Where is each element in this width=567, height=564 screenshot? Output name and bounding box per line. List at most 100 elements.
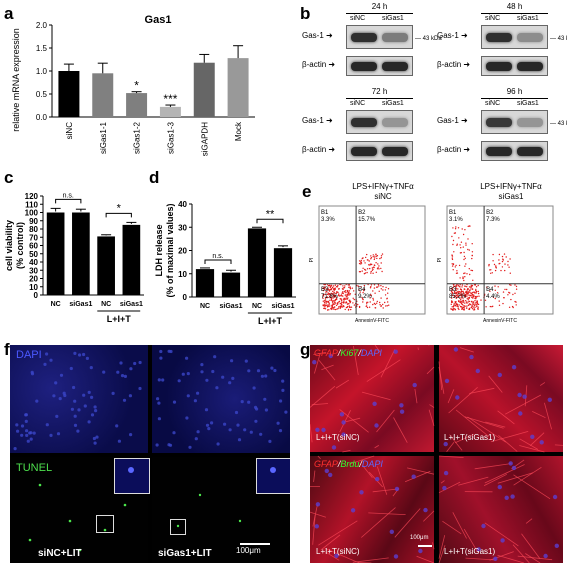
micro-g: GFAP/Ki67/DAPI GFAP/Brdu/DAPI L+I+T(siNC… [310,345,563,563]
x-tick-label: siGas1-1 [99,121,108,154]
gfap-fiber [485,421,506,428]
flow-event [466,298,468,300]
comparison-label: * [117,202,122,214]
dapi-nucleus [129,433,133,437]
flow-event [451,263,453,265]
flow-event [384,294,387,296]
dapi-nucleus [159,356,163,360]
dapi-nucleus [518,411,523,416]
flow-event [472,279,474,281]
flow-event [324,307,326,310]
dapi-nucleus [73,351,77,355]
gfap-fiber [554,444,563,446]
time-bracket [346,98,413,99]
flow-event [369,301,371,303]
flow-event [508,291,510,294]
dapi-nucleus [270,366,274,370]
gfap-fiber [484,464,525,484]
flow-event [330,305,332,307]
panel-label-d: d [149,168,160,187]
y-tick-label: 110 [25,200,38,209]
gfap-fiber [404,470,431,483]
gfap-fiber [521,533,541,559]
dapi-nucleus [255,407,259,411]
flow-event [370,258,372,260]
flow-event [386,305,388,307]
flow-event [464,229,466,231]
flow-event [380,257,382,259]
dapi-nucleus [111,391,115,395]
dapi-nucleus [350,508,356,513]
flow-event [498,259,500,261]
blot-band [517,118,543,127]
flow-event [338,293,340,295]
gfap-fiber [474,463,512,470]
lane-label: siNC [350,100,366,107]
lane-label: siNC [485,15,501,22]
dapi-nucleus [138,360,142,365]
g-bottom-right-image [439,456,563,563]
dapi-nucleus [172,400,177,404]
flow-event [477,306,479,308]
panel-label-c: c [4,168,14,187]
flow-event [334,303,336,305]
dapi-nucleus [196,430,200,434]
flow-event [344,308,346,311]
flow-event [362,301,364,303]
dapi-nucleus [185,416,189,420]
x-tick-label: NC [200,303,210,310]
gfap-fiber [438,545,446,563]
gfap-fiber [311,403,329,406]
flow-plot: LPS+IFNγ+TNFα siNC B1 3.3% B2 15.7% B3 71.8% B4 9… [305,180,431,340]
quadrant-value: 3.3% [321,217,335,223]
flow-event [378,268,380,270]
flow-event [465,244,467,246]
flow-event [358,260,361,262]
gfap-fiber [407,467,435,475]
flow-event [375,253,377,255]
dapi-nucleus [341,432,346,437]
flow-event [459,291,461,293]
flow-event [384,301,386,304]
flow-event [510,284,512,286]
gfap-fiber [484,522,519,547]
flow-event [465,242,467,244]
dapi-nucleus [56,432,61,436]
flow-event [341,303,343,306]
flow-event [332,290,334,293]
flow-event [322,304,324,306]
dapi-nucleus [116,370,120,374]
dapi-nucleus [476,547,481,552]
flow-event [381,253,384,255]
flow-event [462,292,465,294]
y-tick-label: 70 [29,233,38,242]
flow-event [376,268,379,270]
gfap-fiber [488,375,503,393]
flow-event [505,256,507,258]
flow-event [470,292,472,294]
gfap-fiber [498,434,518,452]
chart-c-bars: NC siGas1 NC siGas1 L+I+T n.s. * [46,192,143,324]
dapi-nucleus [399,409,405,414]
band-label: β-actin ➜ [302,145,336,154]
flow-event [457,284,460,286]
significance-mark: *** [163,92,177,106]
chart-a-bars: siNC siGas1-1 * siGas1-2 *** siGas1-3 siGAPDH M… [58,45,249,156]
dapi-nucleus [205,378,209,382]
dapi-nucleus [95,435,99,439]
flow-event [475,292,477,294]
flow-event [347,309,350,311]
dapi-nucleus [52,394,56,398]
flow-event [381,270,383,273]
dapi-nucleus [504,495,509,500]
flow-event [454,232,457,234]
dapi-nucleus [411,474,416,479]
dapi-nucleus [13,447,17,451]
dapi-nucleus [216,442,220,446]
blot-band [486,33,512,42]
flow-event [370,286,372,288]
gfap-fiber [376,409,395,433]
gfap-fiber [310,385,336,408]
